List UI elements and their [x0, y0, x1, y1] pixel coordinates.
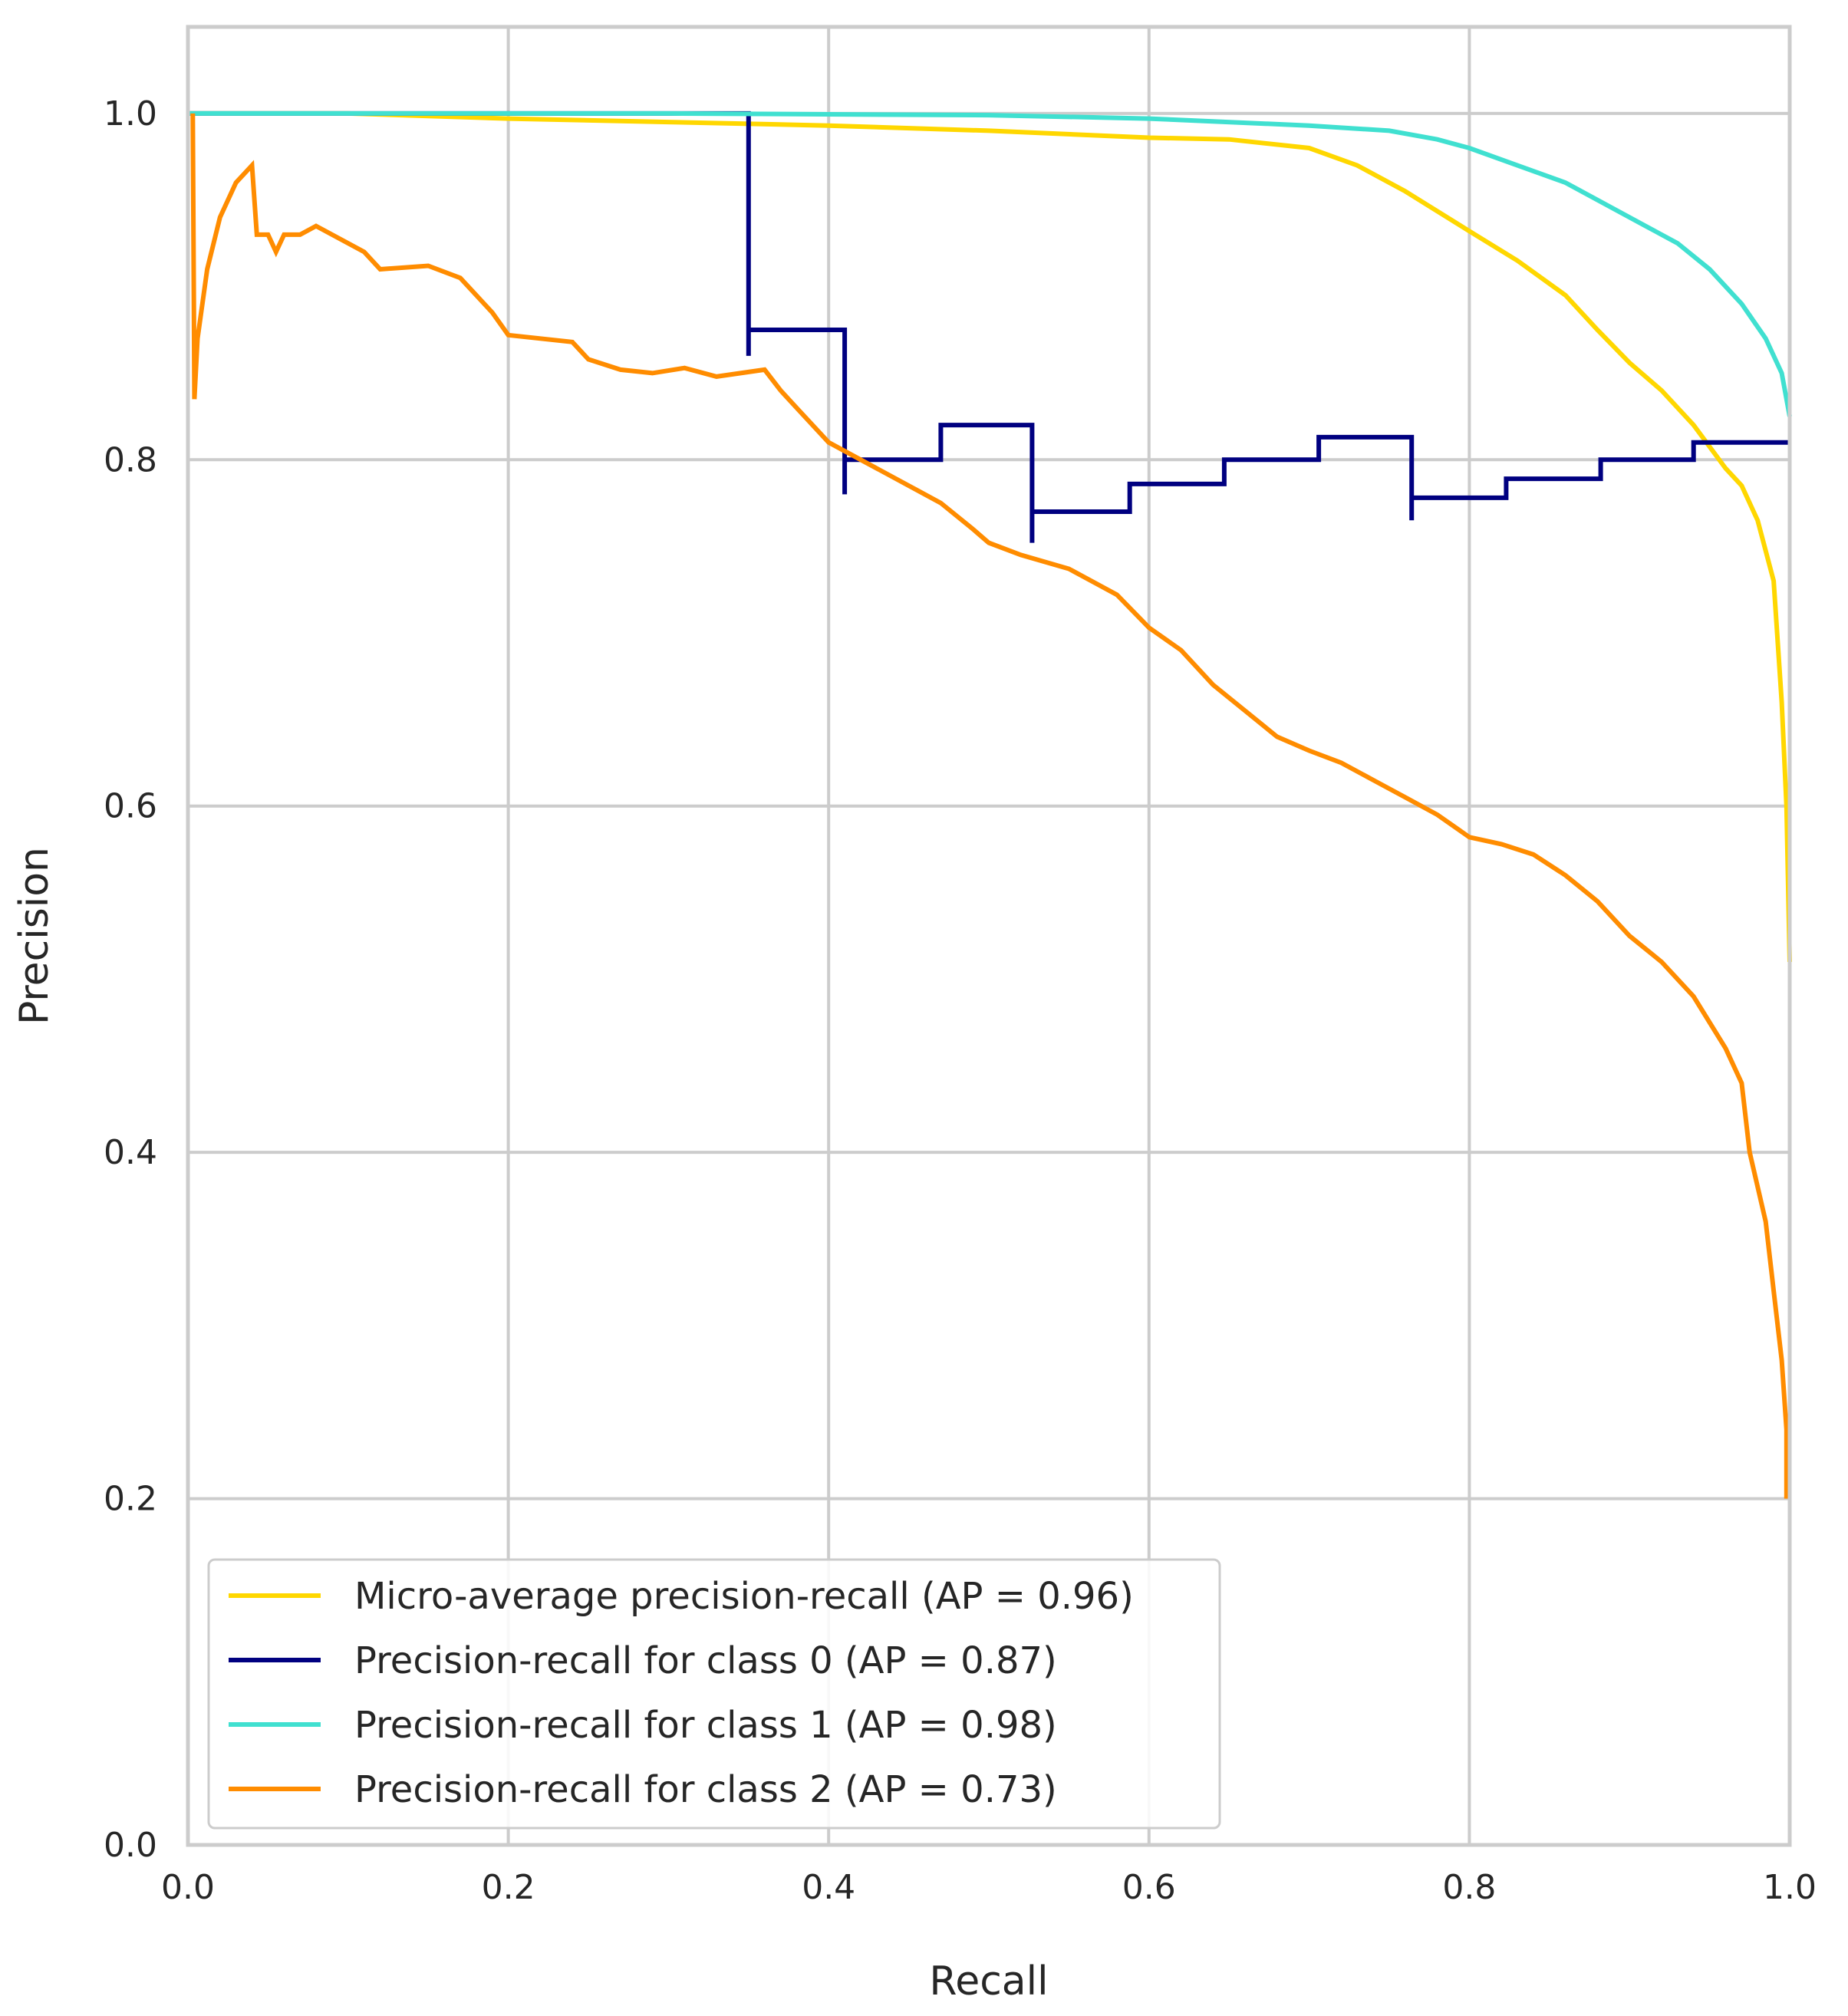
legend-label-1: Precision-recall for class 0 (AP = 0.87) — [354, 1639, 1057, 1682]
x-tick-label: 0.6 — [1122, 1868, 1176, 1907]
series-lines — [188, 110, 1792, 1499]
legend-label-0: Micro-average precision-recall (AP = 0.9… — [354, 1575, 1134, 1618]
x-axis-label: Recall — [929, 1958, 1048, 2004]
y-tick-label: 1.0 — [104, 94, 157, 133]
series-line-1 — [188, 110, 1790, 543]
y-tick-label: 0.4 — [104, 1133, 157, 1172]
plot-frame — [186, 25, 1792, 1847]
legend-label-3: Precision-recall for class 2 (AP = 0.73) — [354, 1768, 1057, 1811]
x-tick-label: 1.0 — [1763, 1868, 1817, 1907]
legend-label-2: Precision-recall for class 1 (AP = 0.98) — [354, 1704, 1057, 1747]
series-line-0 — [188, 110, 1792, 962]
x-tick-label: 0.8 — [1442, 1868, 1496, 1907]
legend: Micro-average precision-recall (AP = 0.9… — [207, 1558, 1221, 1830]
y-tick-label: 0.6 — [104, 787, 157, 826]
x-tick-label: 0.4 — [802, 1868, 855, 1907]
y-axis-label: Precision — [12, 847, 58, 1025]
series-line-2 — [188, 110, 1792, 417]
series-line-3 — [190, 113, 1789, 1499]
x-tick-label: 0.0 — [161, 1868, 215, 1907]
tick-labels: 0.0 0.2 0.4 0.6 0.8 1.0 0.0 0.2 0.4 0.6 0.8 1.0 — [104, 94, 1817, 1907]
x-tick-label: 0.2 — [482, 1868, 535, 1907]
legend-box — [207, 1558, 1221, 1830]
y-tick-label: 0.0 — [104, 1826, 157, 1865]
y-tick-label: 0.2 — [104, 1480, 157, 1519]
y-tick-label: 0.8 — [104, 440, 157, 479]
